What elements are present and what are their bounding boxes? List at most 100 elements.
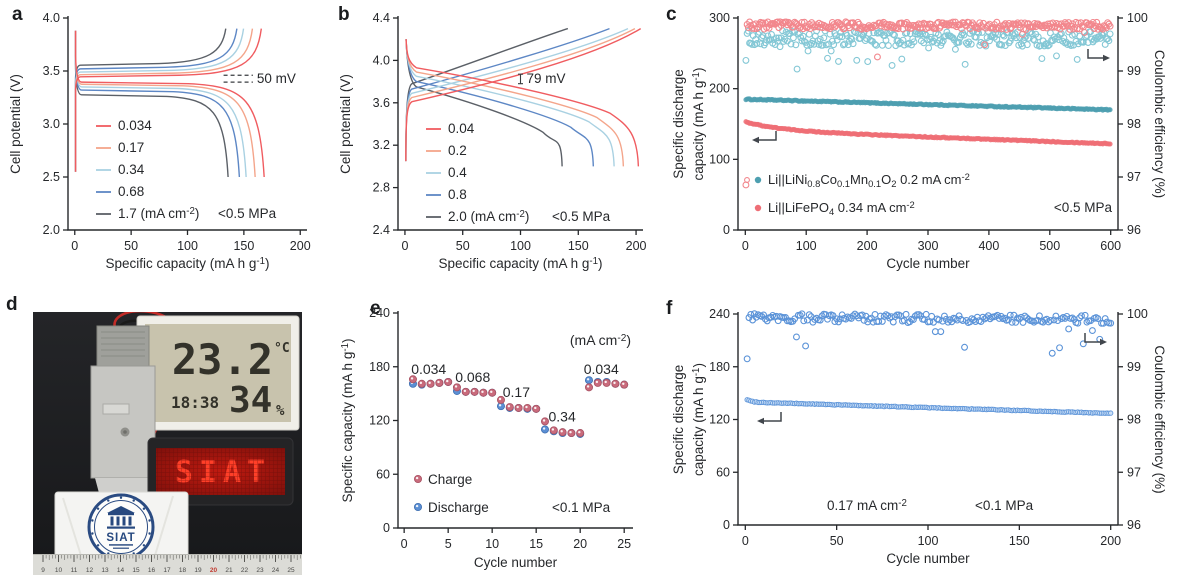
y2-tick-label: 97 xyxy=(1127,170,1141,184)
x-tick-label: 50 xyxy=(830,534,844,548)
panel-a-chart: 0 50 100 150 200 2.0 2.5 3.0 3.5 4.0 Specific capa… xyxy=(8,11,311,271)
legend-label-nmc: Li||LiNi0.8Co0.1Mn0.1O2 0.2 mA cm-2 xyxy=(768,171,970,189)
panel-label-f: f xyxy=(666,298,673,319)
panel-b-chart: 0 50 100 150 200 2.4 2.8 3.2 3.6 4.0 4.4 Specific c… xyxy=(338,11,647,271)
y-tick-label: 0 xyxy=(383,521,390,535)
thermometer-display: 23.2 °C 18:38 34 % xyxy=(136,315,300,431)
x-tick-label: 100 xyxy=(177,239,198,253)
x-tick-label: 15 xyxy=(529,537,543,551)
panel-label-d: d xyxy=(6,294,18,315)
y-axis-title: Cell potential (V) xyxy=(8,74,23,174)
x-tick-label: 0 xyxy=(71,239,78,253)
y-tick-label: 240 xyxy=(369,306,390,320)
x-tick-label: 300 xyxy=(918,239,939,253)
y-axis-title: Specific capacity (mA h g-1) xyxy=(340,339,355,503)
y-axis-title-line1: Specific discharge xyxy=(671,69,686,179)
y-tick-label: 3.5 xyxy=(43,64,60,78)
y-axis-title-line1: Specific discharge xyxy=(671,365,686,475)
legend-label: 0.34 xyxy=(118,162,145,177)
x-tick-label: 150 xyxy=(233,239,254,253)
ruler-number: 15 xyxy=(132,567,140,574)
y-tick-label: 3.2 xyxy=(373,138,390,152)
y-tick-label: 2.0 xyxy=(43,223,60,237)
pressure-label: <0.5 MPa xyxy=(218,206,277,221)
x-tick-label: 50 xyxy=(456,239,470,253)
ruler-number: 22 xyxy=(241,567,249,574)
x-tick-label: 0 xyxy=(742,239,749,253)
pouch-cell: SIAT xyxy=(54,491,189,565)
charge-curve xyxy=(405,28,642,162)
y-tick-label: 0 xyxy=(723,223,730,237)
time-reading: 18:38 xyxy=(171,393,219,412)
y-tick-label: 2.8 xyxy=(373,181,390,195)
legend-label: 2.0 (mA cm-2) xyxy=(448,209,529,224)
x-tick-label: 10 xyxy=(485,537,499,551)
ruler: 9 10 11 12 13 14 15 16 17 18 19 20 21 22 23 24 25 xyxy=(33,554,302,575)
x-axis-title: Cycle number xyxy=(886,551,970,566)
y2-axis-title: Coulombic efficiency (%) xyxy=(1152,345,1167,493)
y-tick-label: 4.4 xyxy=(373,11,390,25)
ruler-number: 10 xyxy=(55,567,63,574)
led-badge: SIAT xyxy=(147,437,294,506)
ruler-number: 18 xyxy=(179,567,187,574)
ruler-number: 25 xyxy=(287,567,295,574)
y-axis-title-line2: capacity (mA h g-1) xyxy=(691,363,706,476)
y-axis-title-line2: capacity (mA h g-1) xyxy=(691,68,706,181)
y2-tick-label: 98 xyxy=(1127,413,1141,427)
y-tick-label: 4.0 xyxy=(43,11,60,25)
x-tick-label: 20 xyxy=(573,537,587,551)
charge-curve xyxy=(405,27,569,162)
x-tick-label: 150 xyxy=(568,239,589,253)
panel-label-b: b xyxy=(338,4,350,25)
y-tick-label: 300 xyxy=(709,11,730,25)
series-ce xyxy=(743,310,1115,363)
legend-label-lfp: Li||LiFePO4 0.34 mA cm-2 xyxy=(768,199,915,217)
rate-label: 0.17 mA cm-2 xyxy=(827,498,907,513)
ruler-number: 13 xyxy=(101,567,109,574)
x-tick-label: 100 xyxy=(510,239,531,253)
ruler-number: 12 xyxy=(86,567,94,574)
x-axis-title: Cycle number xyxy=(474,555,558,570)
cell-photo: 23.2 °C 18:38 34 % SIAT xyxy=(33,312,302,575)
rate-label: 0.34 xyxy=(549,408,576,424)
y2-tick-label: 100 xyxy=(1127,11,1148,25)
discharge-curve xyxy=(405,39,615,167)
discharge-curve xyxy=(74,30,247,178)
ruler-number: 21 xyxy=(225,567,233,574)
legend-label-discharge: Discharge xyxy=(428,500,489,515)
overpotential-annotation: 79 mV xyxy=(527,71,566,86)
ruler-number: 23 xyxy=(256,567,264,574)
y-tick-label: 200 xyxy=(709,82,730,96)
y-tick-label: 120 xyxy=(709,413,730,427)
legend-label: 0.04 xyxy=(448,121,475,136)
y2-axis-title: Coulombic efficiency (%) xyxy=(1152,50,1167,198)
y-tick-label: 100 xyxy=(709,152,730,166)
charge-curve xyxy=(74,28,245,172)
panel-label-c: c xyxy=(666,4,677,25)
legend-label-charge: Charge xyxy=(428,472,472,487)
charge-curve xyxy=(74,28,227,172)
legend-label: 0.8 xyxy=(448,187,467,202)
rate-label: 0.068 xyxy=(455,369,490,385)
y-tick-label: 2.5 xyxy=(43,170,60,184)
x-tick-label: 100 xyxy=(918,534,939,548)
y-tick-label: 240 xyxy=(709,307,730,321)
x-tick-label: 200 xyxy=(626,239,647,253)
series-nmc-capacity xyxy=(743,96,1113,113)
y-tick-label: 180 xyxy=(709,360,730,374)
panel-label-e: e xyxy=(370,298,381,319)
y2-tick-label: 97 xyxy=(1127,465,1141,479)
rate-label: 0.034 xyxy=(584,361,619,377)
humidity-unit: % xyxy=(276,403,285,419)
x-tick-label: 600 xyxy=(1100,239,1121,253)
x-axis-title: Specific capacity (mA h g-1) xyxy=(106,256,270,271)
pressure-label: <0.1 MPa xyxy=(975,498,1034,513)
x-tick-label: 0 xyxy=(742,534,749,548)
x-tick-label: 200 xyxy=(1100,534,1121,548)
curves xyxy=(74,28,265,178)
y-tick-label: 2.4 xyxy=(373,223,390,237)
logo-text: SIAT xyxy=(106,532,135,544)
y-tick-label: 4.0 xyxy=(373,53,390,67)
